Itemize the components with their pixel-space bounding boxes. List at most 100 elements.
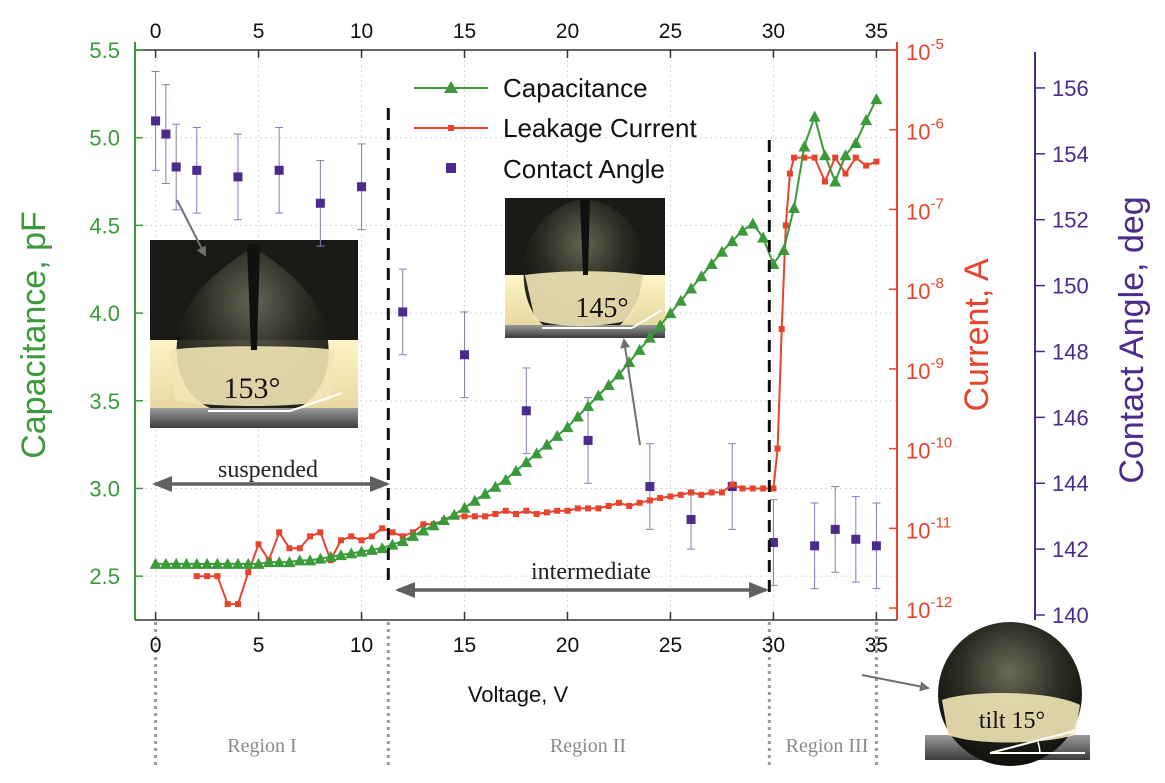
x-tick-label: 30 [762, 634, 785, 657]
legend-contact-angle: Contact Angle [503, 154, 665, 184]
angle-point [357, 182, 367, 192]
x-tick-label: 20 [556, 634, 579, 657]
current-point [389, 529, 396, 536]
capacitance-point [530, 447, 543, 459]
capacitance-point [818, 149, 831, 161]
current-point [348, 533, 355, 540]
capacitance-tick-label: 3.5 [89, 389, 120, 414]
current-point [193, 573, 200, 580]
legend-leakage-current: Leakage Current [503, 113, 697, 143]
angle-point [315, 198, 325, 208]
capacitance-point [849, 136, 862, 148]
capacitance-point [334, 549, 347, 561]
x-tick-label: 5 [253, 634, 265, 657]
angle-point [171, 162, 181, 172]
current-point [317, 529, 324, 536]
capacitance-point [643, 331, 656, 343]
capacitance-point [736, 224, 749, 236]
capacitance-point [633, 343, 646, 355]
current-point [626, 503, 633, 509]
current-point [513, 510, 519, 517]
capacitance-point [304, 554, 317, 566]
capacitance-point [376, 542, 389, 554]
capacitance-point [345, 547, 358, 559]
angle-tick-label: 144 [1052, 471, 1089, 496]
current-point [778, 326, 785, 333]
angle-point [583, 435, 593, 445]
current-point [770, 485, 777, 492]
capacitance-point [870, 93, 883, 105]
region-2-label: Region II [550, 735, 626, 757]
capacitance-point [190, 557, 203, 569]
current-point [791, 154, 798, 161]
capacitance-point [149, 557, 162, 569]
arrow-to-drop-tilt [861, 674, 930, 692]
current-point [461, 513, 468, 520]
legend: Capacitance Leakage Current Contact Angl… [414, 73, 697, 184]
current-point [492, 510, 499, 517]
capacitance-point [283, 556, 296, 568]
current-point [667, 493, 674, 500]
current-point [677, 491, 684, 498]
angle-tick-label: 156 [1052, 76, 1089, 101]
capacitance-point [365, 543, 378, 555]
angle-point [768, 538, 778, 548]
x-top-tick-label: 25 [659, 20, 682, 43]
current-tick-label: 10-12 [906, 594, 952, 623]
x-top-tick-label: 35 [865, 20, 888, 43]
capacitance-point [808, 110, 821, 122]
angle-153-label: 153° [224, 372, 281, 405]
current-tick-label: 10-11 [906, 514, 951, 543]
current-point [296, 545, 303, 552]
region-1-label: Region I [227, 735, 296, 757]
capacitance-point [417, 524, 430, 536]
capacitance-point [839, 149, 852, 161]
capacitance-point [499, 473, 512, 485]
angle-point [274, 165, 284, 175]
capacitance-point [695, 270, 708, 282]
capacitance-point [520, 456, 533, 468]
current-point [842, 170, 849, 177]
current-tick-label: 10-7 [906, 195, 944, 224]
droplet-image-145 [505, 198, 665, 338]
x-top-tick-label: 0 [150, 20, 162, 43]
x-axis-title: Voltage, V [468, 682, 569, 707]
capacitance-point [592, 389, 605, 401]
x-top-tick-label: 5 [253, 20, 265, 43]
capacitance-tick-label: 5.0 [89, 126, 120, 151]
capacitance-point [293, 554, 306, 566]
current-point [358, 537, 365, 544]
current-point [255, 541, 262, 548]
current-point [204, 573, 211, 580]
axis-titles: Voltage, V Capacitance, pF Current, A Co… [15, 196, 1151, 707]
capacitance-point [674, 294, 687, 306]
current-point [821, 178, 828, 185]
angle-point [460, 350, 470, 360]
legend-marker-capacitance [444, 81, 458, 93]
angle-point [645, 482, 655, 492]
angle-point [233, 172, 243, 182]
angle-tick-label: 154 [1052, 142, 1089, 167]
current-point [739, 485, 746, 492]
capacitance-point [510, 464, 522, 476]
current-point [852, 154, 859, 161]
arrow-to-drop-153 [176, 199, 206, 257]
current-point [873, 158, 880, 165]
capacitance-point [715, 245, 728, 257]
capacitance-point [427, 519, 440, 531]
current-point [595, 505, 602, 512]
capacitance-point [860, 114, 873, 126]
capacitance-point [273, 556, 286, 568]
current-point [636, 499, 643, 506]
current-point [774, 445, 781, 452]
angle-point [398, 307, 408, 317]
current-point [708, 489, 715, 496]
current-tick-label: 10-5 [906, 36, 944, 65]
capacitance-point [705, 257, 718, 269]
x-top-tick-label: 30 [762, 20, 785, 43]
arrow-to-drop-145 [620, 338, 641, 446]
current-point [564, 507, 571, 514]
capacitance-point [654, 319, 667, 331]
angle-point [871, 541, 881, 551]
capacitance-point [314, 552, 327, 564]
